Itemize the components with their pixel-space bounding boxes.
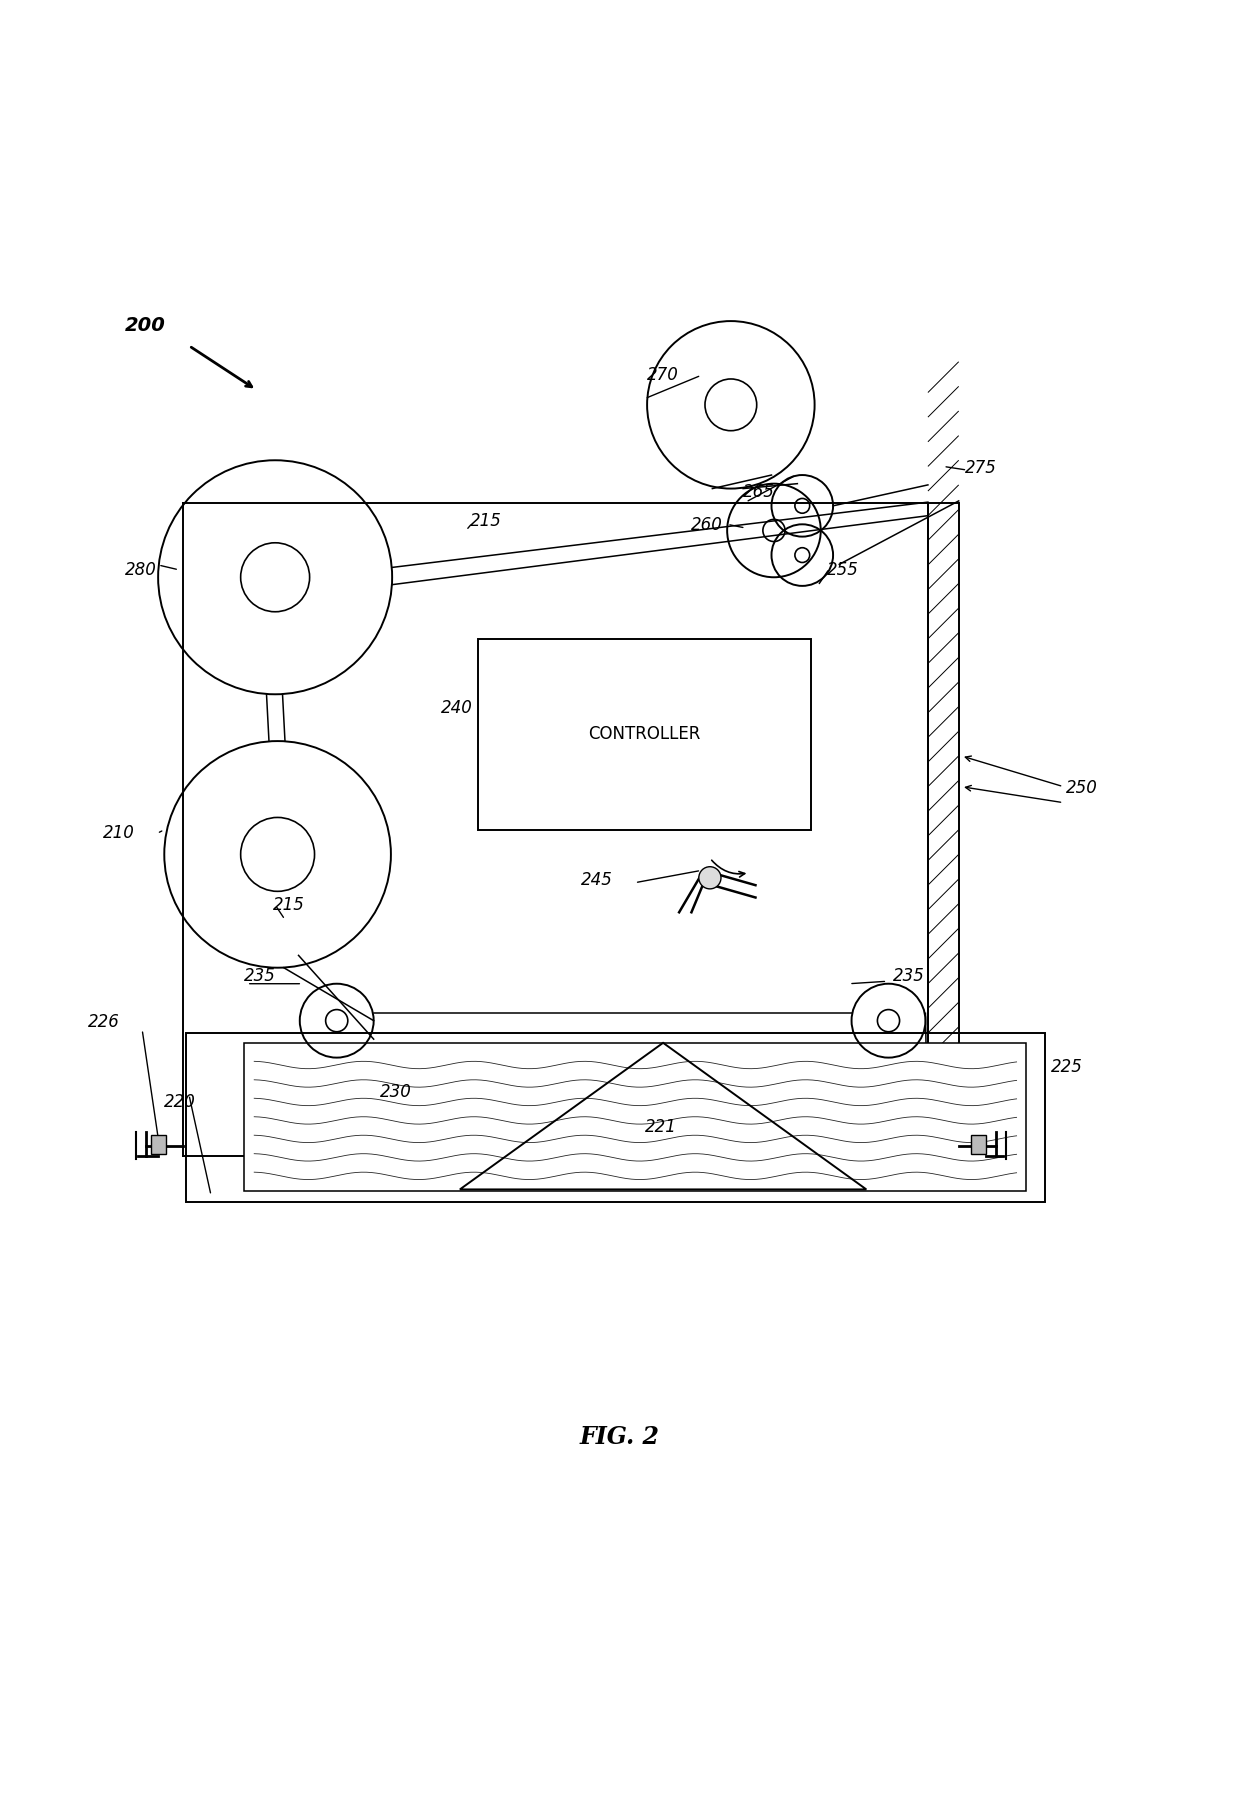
Bar bbox=[971, 1134, 986, 1154]
Text: 235: 235 bbox=[894, 968, 925, 985]
Bar bbox=[186, 1032, 1045, 1201]
Text: 280: 280 bbox=[125, 560, 156, 578]
Text: FIG. 2: FIG. 2 bbox=[580, 1425, 660, 1449]
Bar bbox=[479, 639, 811, 829]
Circle shape bbox=[699, 867, 720, 889]
Text: 250: 250 bbox=[1066, 779, 1097, 797]
Text: 240: 240 bbox=[441, 698, 474, 716]
Text: 215: 215 bbox=[470, 512, 502, 530]
Text: CONTROLLER: CONTROLLER bbox=[589, 725, 701, 743]
Text: 270: 270 bbox=[647, 366, 680, 384]
Text: 215: 215 bbox=[273, 896, 305, 914]
Text: 260: 260 bbox=[692, 517, 723, 535]
Text: 200: 200 bbox=[125, 316, 166, 336]
Text: 221: 221 bbox=[645, 1118, 677, 1136]
Text: 210: 210 bbox=[103, 824, 135, 842]
Text: 275: 275 bbox=[965, 458, 997, 477]
Text: 230: 230 bbox=[379, 1082, 412, 1100]
Bar bbox=[928, 503, 959, 1156]
Text: 235: 235 bbox=[244, 968, 277, 985]
Text: 245: 245 bbox=[580, 871, 613, 889]
Bar bbox=[151, 1134, 165, 1154]
Text: 226: 226 bbox=[88, 1012, 120, 1030]
Text: 265: 265 bbox=[743, 483, 775, 501]
Text: 225: 225 bbox=[1052, 1059, 1083, 1077]
Text: 255: 255 bbox=[827, 560, 859, 578]
Bar bbox=[244, 1043, 1027, 1190]
Text: 220: 220 bbox=[164, 1093, 196, 1111]
